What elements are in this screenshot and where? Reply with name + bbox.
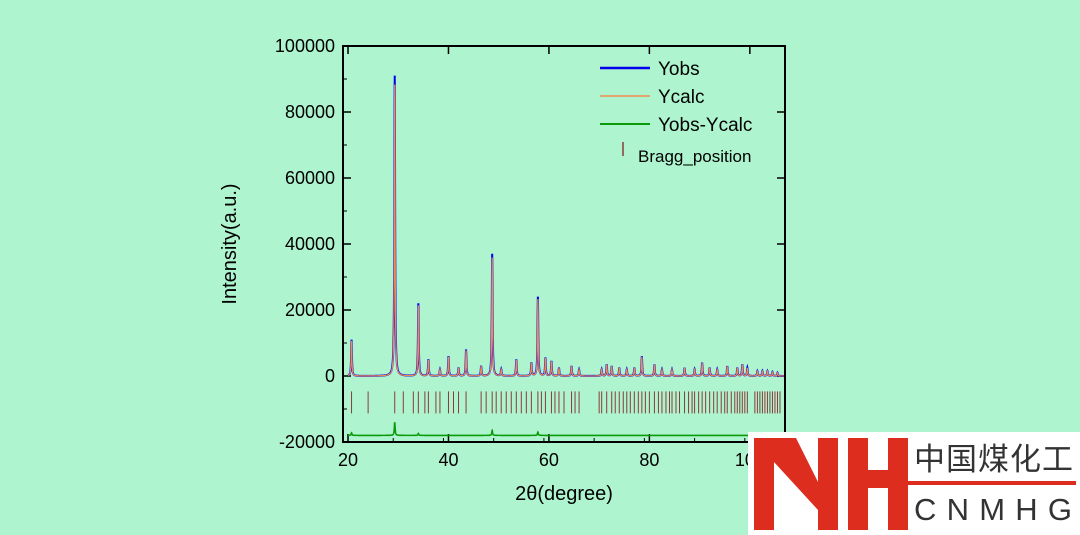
tick-labels: 20406080100-2000002000040000600008000010… (275, 36, 765, 470)
x-axis-title: 2θ(degree) (515, 483, 613, 505)
x-tick-label: 60 (539, 450, 559, 470)
legend-label-yobs: Yobs (658, 59, 700, 80)
series-group (347, 75, 786, 439)
plot-area (343, 46, 785, 442)
legend: Yobs Ycalc Yobs-Ycalc Bragg_position (600, 59, 752, 166)
y-tick-label: 80000 (285, 102, 335, 122)
x-tick-label: 40 (438, 450, 458, 470)
legend-label-diff: Yobs-Ycalc (658, 115, 752, 136)
logo-mark (754, 438, 908, 530)
y-axis-title: Intensity(a.u.) (219, 183, 241, 304)
y-tick-label: -20000 (279, 432, 335, 452)
plot-frame (342, 45, 786, 443)
series-ycalc (347, 84, 785, 377)
legend-label-bragg: Bragg_position (638, 147, 751, 166)
y-tick-label: 40000 (285, 234, 335, 254)
series-yobs-ycalc (347, 422, 786, 439)
bragg-markers (351, 391, 781, 414)
x-tick-label: 80 (639, 450, 659, 470)
y-tick-label: 100000 (275, 36, 335, 56)
legend-label-ycalc: Ycalc (658, 87, 704, 108)
cnmhg-logo: 中国煤化工 CNMHG (748, 432, 1080, 535)
logo-text-cn: 中国煤化工 (914, 442, 1074, 478)
logo-divider (908, 481, 1076, 485)
y-tick-label: 60000 (285, 168, 335, 188)
y-tick-label: 20000 (285, 300, 335, 320)
x-tick-label: 20 (338, 450, 358, 470)
y-tick-label: 0 (325, 366, 335, 386)
